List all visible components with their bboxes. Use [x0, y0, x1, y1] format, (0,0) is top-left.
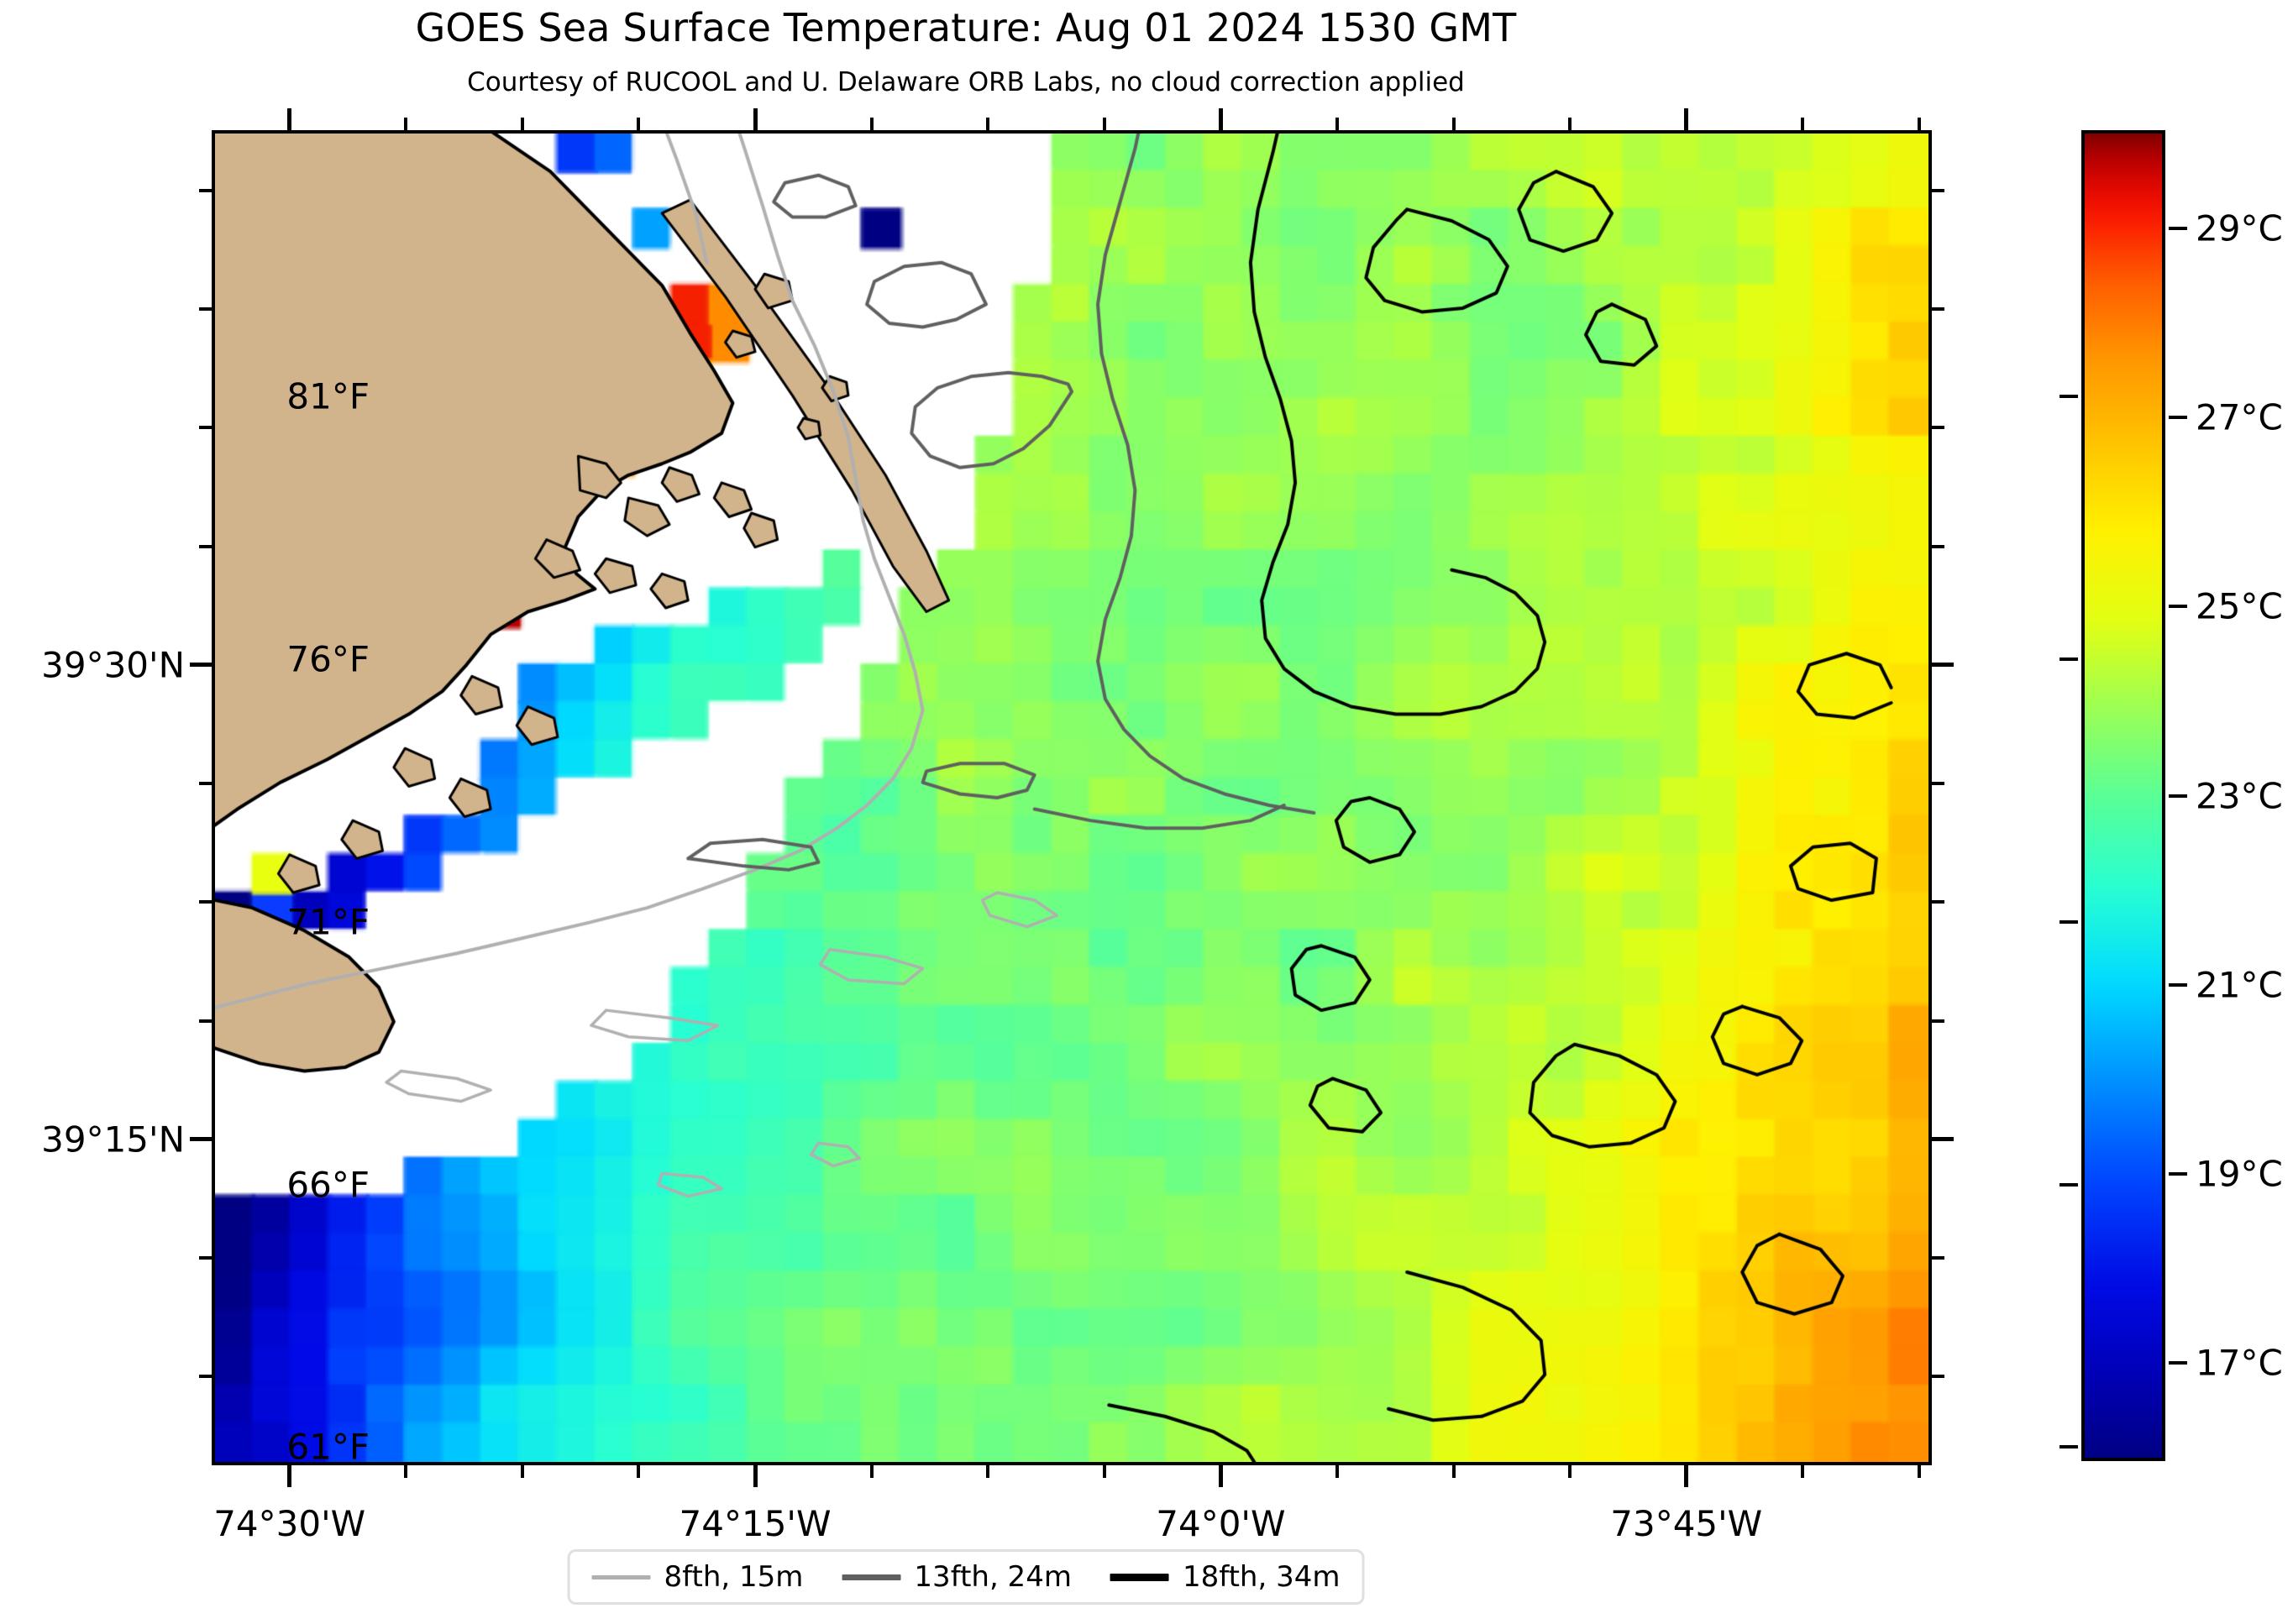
colorbar-label-fahrenheit: 81°F: [286, 375, 370, 417]
legend-label: 8fth, 15m: [664, 1560, 804, 1594]
x-axis-minor-tick: [1917, 1465, 1921, 1478]
legend-item[interactable]: 18fth, 34m: [1110, 1560, 1341, 1594]
x-axis-label: 74°30'W: [213, 1503, 366, 1544]
colorbar-gradient: [2085, 134, 2162, 1458]
coastline-bathymetry-layer: [215, 134, 1928, 1462]
colorbar-label-celsius: 19°C: [2196, 1153, 2283, 1195]
x-axis-major-tick: [1218, 1465, 1223, 1487]
x-axis-major-tick: [287, 1465, 292, 1487]
x-axis-minor-tick-top: [1335, 118, 1339, 130]
colorbar-label-fahrenheit: 71°F: [286, 901, 370, 943]
x-axis-minor-tick: [637, 1465, 641, 1478]
colorbar-tick-celsius: [2169, 415, 2187, 419]
y-axis-minor-tick-right: [1932, 1137, 1944, 1141]
colorbar-tick-fahrenheit: [2060, 1182, 2078, 1187]
y-axis-minor-tick-right: [1932, 1375, 1944, 1379]
y-axis-minor-tick: [199, 1137, 212, 1141]
colorbar-label-celsius: 27°C: [2196, 396, 2283, 438]
x-axis-major-tick-top: [1218, 108, 1223, 130]
page-title: GOES Sea Surface Temperature: Aug 01 202…: [415, 5, 1517, 50]
x-axis-minor-tick: [869, 1465, 874, 1478]
x-axis-minor-tick-top: [637, 118, 641, 130]
y-axis-minor-tick-right: [1932, 1256, 1944, 1260]
y-axis-minor-tick-right: [1932, 307, 1944, 312]
x-axis-major-tick-top: [287, 108, 292, 130]
x-axis-minor-tick-top: [1451, 118, 1456, 130]
colorbar-label-fahrenheit: 66°F: [286, 1164, 370, 1206]
x-axis-minor-tick: [1801, 1465, 1805, 1478]
y-axis-minor-tick-right: [1932, 426, 1944, 430]
colorbar-label-celsius: 23°C: [2196, 775, 2283, 816]
x-axis-major-tick: [753, 1465, 758, 1487]
x-axis-minor-tick-top: [869, 118, 874, 130]
page-subtitle: Courtesy of RUCOOL and U. Delaware ORB L…: [467, 67, 1465, 97]
legend-label: 18fth, 34m: [1182, 1560, 1341, 1594]
x-axis-minor-tick-top: [520, 118, 524, 130]
y-axis-minor-tick: [199, 900, 212, 904]
x-axis-major-tick-top: [753, 108, 758, 130]
x-axis-minor-tick: [520, 1465, 524, 1478]
x-axis-minor-tick-top: [1917, 118, 1921, 130]
colorbar-label-celsius: 21°C: [2196, 964, 2283, 1006]
colorbar-label-fahrenheit: 76°F: [286, 638, 370, 680]
legend-label: 13fth, 24m: [914, 1560, 1072, 1594]
x-axis-label: 74°15'W: [679, 1503, 832, 1544]
bathymetry-legend[interactable]: 8fth, 15m 13fth, 24m 18fth, 34m: [567, 1549, 1365, 1605]
y-axis-minor-tick: [199, 1375, 212, 1379]
colorbar-label-fahrenheit: 61°F: [286, 1426, 370, 1468]
colorbar-label-celsius: 29°C: [2196, 207, 2283, 249]
x-axis-minor-tick: [1568, 1465, 1572, 1478]
colorbar-tick-celsius: [2169, 1172, 2187, 1176]
colorbar-tick-celsius: [2169, 605, 2187, 609]
colorbar-tick-fahrenheit: [2060, 657, 2078, 661]
x-axis-minor-tick-top: [1801, 118, 1805, 130]
y-axis-minor-tick-right: [1932, 1019, 1944, 1023]
x-axis-minor-tick: [1102, 1465, 1106, 1478]
y-axis-minor-tick: [199, 1019, 212, 1023]
x-axis-major-tick: [1684, 1465, 1689, 1487]
map-plot-area[interactable]: [212, 130, 1932, 1465]
colorbar-tick-celsius: [2169, 794, 2187, 798]
y-axis-minor-tick: [199, 188, 212, 192]
x-axis-minor-tick: [1451, 1465, 1456, 1478]
colorbar-tick-fahrenheit: [2060, 1445, 2078, 1449]
legend-line-swatch: [842, 1574, 901, 1580]
colorbar-tick-fahrenheit: [2060, 919, 2078, 924]
colorbar[interactable]: [2081, 130, 2165, 1461]
colorbar-label-celsius: 25°C: [2196, 585, 2283, 627]
y-axis-minor-tick-right: [1932, 544, 1944, 548]
colorbar-tick-celsius: [2169, 226, 2187, 230]
y-axis-minor-tick-right: [1932, 188, 1944, 192]
y-axis-minor-tick: [199, 307, 212, 312]
colorbar-label-celsius: 17°C: [2196, 1342, 2283, 1384]
y-axis-label: 39°30'N: [41, 644, 185, 686]
x-axis-minor-tick-top: [986, 118, 990, 130]
y-axis-minor-tick: [199, 1256, 212, 1260]
x-axis-minor-tick: [404, 1465, 408, 1478]
x-axis-minor-tick-top: [1568, 118, 1572, 130]
legend-item[interactable]: 13fth, 24m: [842, 1560, 1072, 1594]
x-axis-minor-tick-top: [1102, 118, 1106, 130]
x-axis-minor-tick: [1335, 1465, 1339, 1478]
colorbar-tick-celsius: [2169, 1361, 2187, 1365]
legend-item[interactable]: 8fth, 15m: [591, 1560, 804, 1594]
colorbar-tick-celsius: [2169, 982, 2187, 987]
x-axis-major-tick-top: [1684, 108, 1689, 130]
y-axis-label: 39°15'N: [41, 1118, 185, 1160]
y-axis-minor-tick-right: [1932, 782, 1944, 786]
x-axis-minor-tick: [986, 1465, 990, 1478]
y-axis-minor-tick: [199, 544, 212, 548]
x-axis-minor-tick-top: [404, 118, 408, 130]
y-axis-minor-tick: [199, 782, 212, 786]
x-axis-label: 74°0'W: [1156, 1503, 1286, 1544]
legend-line-swatch: [1110, 1573, 1169, 1581]
y-axis-minor-tick: [199, 663, 212, 667]
y-axis-minor-tick: [199, 426, 212, 430]
colorbar-tick-fahrenheit: [2060, 394, 2078, 398]
x-axis-label: 73°45'W: [1610, 1503, 1763, 1544]
y-axis-minor-tick-right: [1932, 663, 1944, 667]
y-axis-minor-tick-right: [1932, 900, 1944, 904]
legend-line-swatch: [591, 1574, 651, 1579]
